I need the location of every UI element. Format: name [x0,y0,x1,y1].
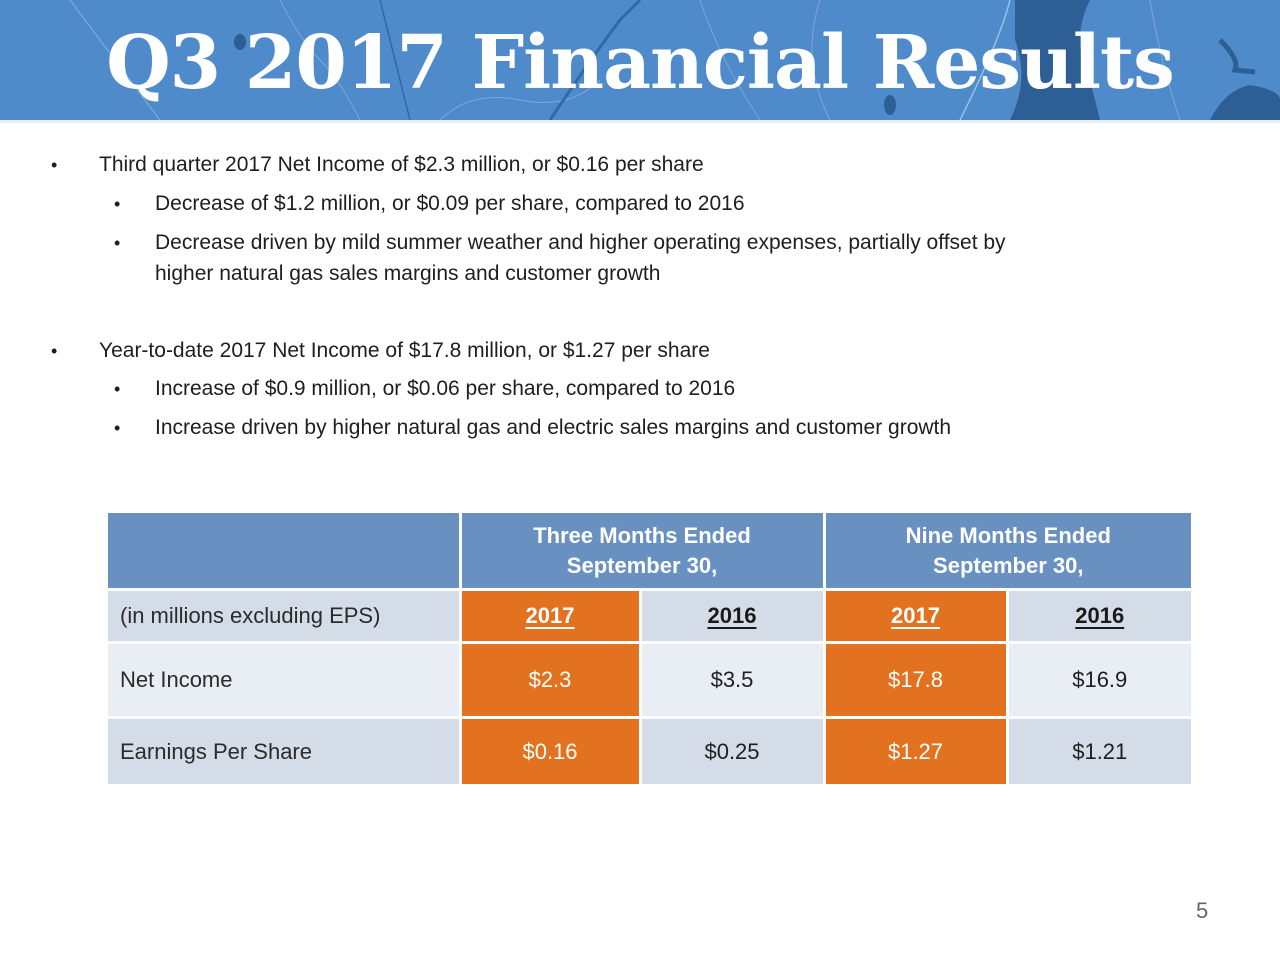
sub-bullet-q3-decrease: • Decrease of $1.2 million, or $0.09 per… [114,192,745,215]
table-row-eps: Earnings Per Share $0.16 $0.25 $1.27 $1.… [108,716,1191,784]
table-row-years: (in millions excluding EPS) 2017 2016 20… [108,588,1191,643]
year-cell: 2016 [1005,588,1191,643]
sub-bullet-q3-drivers-cont: higher natural gas sales margins and cus… [155,262,661,285]
sub-bullet-ytd-increase: • Increase of $0.9 million, or $0.06 per… [114,377,736,400]
bullet-icon: • [51,341,58,361]
value-cell: $17.8 [822,641,1007,718]
bullet-ytd-net-income: • Year-to-date 2017 Net Income of $17.8 … [51,339,710,362]
bullet-q3-net-income: • Third quarter 2017 Net Income of $2.3 … [51,153,704,176]
row-label: Net Income [108,641,460,718]
page-number: 5 [1196,898,1209,923]
value-cell: $2.3 [458,641,640,718]
value-cell: $1.21 [1005,716,1191,784]
year-cell: 2016 [638,588,824,643]
financial-results-table: Three Months Ended September 30, Nine Mo… [108,513,1191,784]
header-nine-months: Nine Months Ended September 30, [822,513,1191,590]
bullet-icon: • [51,155,58,175]
slide-title: Q3 2017 Financial Results [106,20,1175,106]
value-cell: $3.5 [638,641,824,718]
sub-bullet-ytd-drivers: • Increase driven by higher natural gas … [114,416,952,439]
bullet-icon: • [114,379,121,399]
header-empty-cell [108,513,460,590]
map-background-graphic [69,0,1280,120]
bullet-icon: • [114,233,121,253]
header-three-months: Three Months Ended September 30, [458,513,824,590]
title-banner: Q3 2017 Financial Results [0,0,1280,120]
year-cell: 2017 [822,588,1007,643]
value-cell: $0.16 [458,716,640,784]
table-header-row: Three Months Ended September 30, Nine Mo… [108,513,1191,590]
bullet-icon: • [114,194,121,214]
value-cell: $16.9 [1005,641,1191,718]
table-row-net-income: Net Income $2.3 $3.5 $17.8 $16.9 [108,641,1191,718]
sub-bullet-q3-drivers: • Decrease driven by mild summer weather… [114,231,1006,254]
year-cell: 2017 [458,588,640,643]
value-cell: $0.25 [638,716,824,784]
row-label: Earnings Per Share [108,716,460,784]
bullet-icon: • [114,418,121,438]
unit-label: (in millions excluding EPS) [108,588,460,643]
banner-divider [0,120,1280,123]
value-cell: $1.27 [822,716,1007,784]
